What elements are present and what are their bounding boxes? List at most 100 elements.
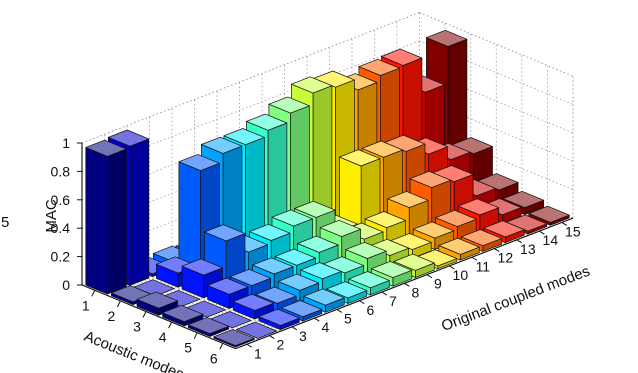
y-tick [381, 291, 388, 296]
bar-face-top [223, 128, 265, 146]
y-tick-label: 12 [498, 250, 514, 266]
y-tick-label: 15 [565, 223, 581, 239]
x-tick-label: 1 [82, 297, 90, 313]
y-tick-label: 11 [476, 258, 491, 274]
y-tick [561, 222, 568, 226]
x-tick [142, 311, 147, 318]
bar [213, 329, 255, 348]
bar-face-top [252, 257, 294, 275]
y-tick [471, 256, 478, 261]
bar-face-top [393, 253, 435, 271]
bar-face-top [528, 205, 570, 223]
y-tick [449, 265, 455, 270]
y-tick [314, 317, 320, 322]
y-tick-label: 6 [366, 302, 374, 318]
y-tick-label: 13 [520, 241, 536, 257]
z-axis-label: MAC [43, 199, 60, 233]
bar-face-top [457, 198, 500, 216]
bar [235, 321, 278, 339]
bar [258, 308, 300, 331]
x-axis-label: Acoustic modes [82, 328, 187, 373]
bar-face-top [435, 209, 477, 227]
bar-face-top [291, 76, 333, 94]
bar-face-front [107, 148, 127, 295]
bar-face-top [232, 293, 275, 311]
bar-face-top [387, 191, 429, 208]
y-tick [426, 274, 433, 279]
edge-label-fragment: 5 [1, 214, 9, 231]
y-tick [539, 230, 545, 235]
y-tick-label: 2 [276, 337, 284, 353]
bar-face-top [207, 277, 249, 295]
bar [187, 317, 230, 337]
y-tick-label: 1 [254, 345, 262, 361]
y-tick [246, 343, 253, 348]
bar-face-top [297, 235, 339, 253]
y-tick [516, 239, 523, 244]
y-tick-label: 10 [453, 267, 469, 283]
bar-face-side [85, 147, 108, 295]
bar-face-top [325, 281, 368, 299]
bar-face-front [129, 138, 150, 286]
y-tick [404, 282, 410, 287]
y-tick [269, 335, 275, 339]
bar-face-top [246, 113, 288, 131]
bar-face-top [409, 170, 451, 188]
bar-face-top [370, 261, 413, 278]
z-tick-label: 1 [62, 135, 70, 151]
y-tick-label: 4 [321, 319, 329, 335]
x-tick-label: 5 [184, 340, 192, 356]
y-tick-label: 3 [299, 328, 307, 344]
bar-face-top [294, 200, 336, 218]
x-tick-label: 6 [210, 350, 218, 366]
bar-face-top [187, 317, 230, 334]
bar-face-top [258, 308, 300, 326]
bar-face-top [438, 237, 480, 255]
bar-face-top [348, 271, 390, 289]
grid-line [81, 12, 420, 144]
bar-face-top [201, 136, 243, 154]
bar-face-top [229, 268, 271, 286]
bar-face-top [358, 58, 400, 76]
bar-face-top [502, 190, 545, 208]
z-tick-label: 0.4 [51, 220, 71, 236]
bar-face-top [460, 229, 503, 247]
y-tick [291, 326, 298, 331]
y-tick-label: 9 [434, 276, 442, 292]
bar-face-top [249, 223, 291, 241]
bar-face-top [204, 224, 246, 242]
y-tick [494, 248, 500, 252]
bar-face-top [255, 286, 297, 304]
bar-face-top [364, 211, 406, 229]
bar-face-top [361, 140, 403, 158]
x-tick [219, 343, 224, 350]
x-tick [91, 290, 96, 297]
x-tick [168, 321, 173, 329]
bar-face-top [303, 288, 345, 306]
bar-face-top [483, 220, 525, 238]
bar-face-top [345, 241, 387, 259]
z-tick-label: 0.2 [51, 249, 71, 265]
bar-face-top [339, 149, 381, 167]
bar-face-top [280, 300, 323, 318]
y-tick-label: 8 [411, 284, 419, 300]
axis-line [81, 284, 236, 350]
bar-face-top [213, 329, 255, 346]
axes-frame [77, 142, 574, 350]
bar-face-top [235, 321, 278, 339]
bar [162, 305, 204, 327]
z-tick-label: 0.6 [51, 192, 71, 208]
bar-face-top [181, 258, 223, 276]
y-tick-label: 7 [389, 293, 397, 309]
bar-face-top [319, 219, 361, 237]
bar-face-top [300, 262, 342, 280]
y-tick [359, 300, 365, 305]
y-tick-label: 14 [543, 232, 559, 248]
x-tick-label: 4 [159, 329, 167, 345]
bar [85, 139, 127, 295]
x-tick [193, 332, 198, 339]
bar-face-top [136, 291, 178, 309]
bar-face-top [277, 273, 320, 291]
